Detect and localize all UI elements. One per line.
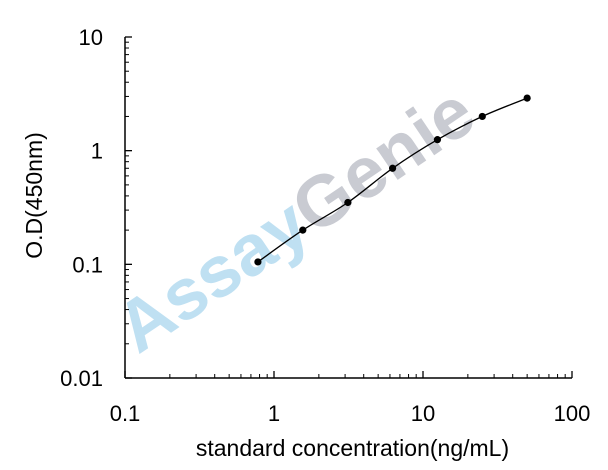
watermark-assay: Assay <box>102 183 323 368</box>
data-point <box>388 164 397 172</box>
axes <box>124 37 572 379</box>
y-axis-title: O.D(450nm) <box>21 132 47 259</box>
svg-text:AssayGenie: AssayGenie <box>102 71 489 368</box>
x-tick-label: 10 <box>411 401 435 426</box>
y-tick-label: 10 <box>79 25 103 50</box>
data-point <box>344 198 352 207</box>
data-points <box>254 94 531 266</box>
data-point <box>523 94 531 102</box>
x-tick-label: 1 <box>268 401 280 426</box>
data-point <box>478 112 486 121</box>
ticks <box>124 36 573 379</box>
watermark: AssayGenie <box>102 71 489 368</box>
y-tick-label: 1 <box>91 139 103 164</box>
watermark-genie: Genie <box>278 71 489 249</box>
data-point <box>299 226 307 234</box>
x-tick-label: 0.1 <box>110 401 141 426</box>
data-point <box>433 136 442 144</box>
tick-labels: 0.01 0.1 1 10 0.1 1 10 100 <box>60 25 590 426</box>
y-tick-label: 0.1 <box>72 252 103 277</box>
data-point <box>254 258 262 266</box>
y-tick-label: 0.01 <box>60 366 103 391</box>
x-tick-label: 100 <box>554 401 591 426</box>
x-axis-title: standard concentration(ng/mL) <box>196 435 509 461</box>
